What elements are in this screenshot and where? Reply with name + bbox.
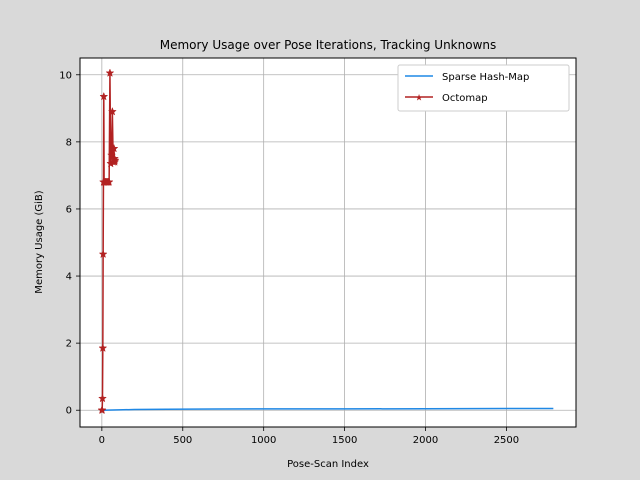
legend-marker-octomap: ★ — [415, 94, 423, 104]
x-axis-label: Pose-Scan Index — [287, 459, 369, 470]
x-tick-label: 1000 — [251, 435, 276, 446]
legend: Sparse Hash-Map ★ Octomap — [397, 64, 570, 112]
y-tick-label: 2 — [66, 339, 72, 350]
series-layer — [97, 68, 554, 415]
ticks: 0 500 1000 1500 2000 2500 0 2 4 6 8 10 — [59, 70, 519, 446]
y-axis-label: Memory Usage (GiB) — [34, 190, 45, 293]
y-tick-label: 4 — [66, 272, 72, 283]
x-tick-label: 1500 — [332, 435, 357, 446]
legend-box — [397, 64, 570, 112]
data-point-octomap — [110, 155, 120, 165]
y-tick-label: 6 — [66, 204, 72, 215]
data-point-octomap — [98, 249, 108, 259]
data-point-octomap — [109, 143, 119, 153]
legend-label-octomap: Octomap — [442, 93, 488, 104]
y-tick-label: 8 — [66, 137, 72, 148]
x-tick-label: 2000 — [413, 435, 438, 446]
data-point-octomap — [107, 106, 117, 116]
data-point-octomap — [104, 177, 114, 186]
plot-area — [80, 58, 576, 427]
x-tick-label: 0 — [99, 435, 105, 446]
x-tick-label: 2500 — [494, 435, 519, 446]
data-point-octomap — [98, 393, 107, 403]
data-point-octomap — [99, 91, 109, 101]
x-tick-label: 500 — [173, 435, 192, 446]
data-point-octomap — [107, 150, 117, 160]
data-point-octomap — [97, 405, 107, 415]
chart-title: Memory Usage over Pose Iterations, Track… — [160, 38, 497, 52]
series-line-sparse-hash-map — [101, 407, 554, 411]
grid — [80, 58, 576, 427]
y-tick-label: 10 — [59, 70, 72, 81]
legend-label-sparse-hash-map: Sparse Hash-Map — [442, 72, 529, 83]
data-point-octomap — [105, 68, 115, 77]
y-tick-label: 0 — [66, 406, 72, 417]
plot-frame — [79, 57, 577, 428]
data-point-octomap — [98, 343, 108, 352]
